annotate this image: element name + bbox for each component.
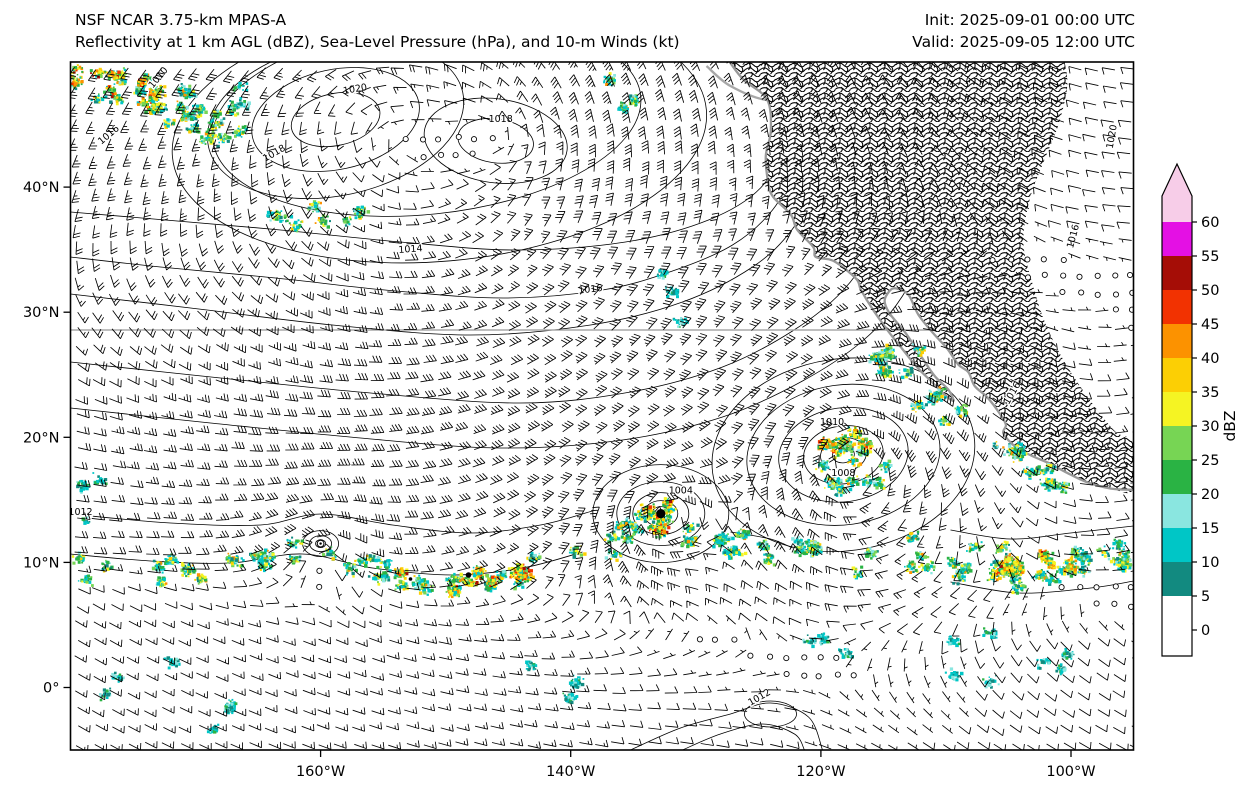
colorbar: 0 5 10 15 20 25 30 35 40 45 50 55 60 dBZ [1161, 162, 1239, 657]
colorbar-tick-label: 15 [1201, 521, 1219, 537]
calm-wind-circles [316, 133, 1134, 680]
init-time: Init: 2025-09-01 00:00 UTC [924, 11, 1135, 29]
valid-time: Valid: 2025-09-05 12:00 UTC [912, 33, 1135, 51]
figure-times: Init: 2025-09-01 00:00 UTC Valid: 2025-0… [912, 9, 1135, 53]
colorbar-tick-label: 40 [1201, 351, 1219, 367]
figure-titles: NSF NCAR 3.75-km MPAS-A Reflectivity at … [75, 9, 680, 53]
colorbar-tick-label: 30 [1201, 419, 1219, 435]
map-border [69, 61, 1135, 751]
colorbar-unit-label: dBZ [1221, 410, 1239, 441]
isobar-contours [70, 62, 1134, 750]
colorbar-tick-label: 35 [1201, 385, 1219, 401]
colorbar-tick-label: 50 [1201, 283, 1219, 299]
map-area: 1020101810181016101010141016101210101008… [70, 62, 1134, 750]
colorbar-tick-label: 5 [1201, 589, 1210, 605]
lat-tick-label: 30°N [23, 305, 60, 321]
colorbar-outline [1161, 162, 1193, 657]
field-title: Reflectivity at 1 km AGL (dBZ), Sea-Leve… [75, 33, 680, 51]
lat-tick-label: 40°N [23, 180, 60, 196]
lon-tick-label: 160°W [296, 764, 345, 780]
lon-tick-label: 100°W [1046, 764, 1095, 780]
lat-tick-label: 0° [43, 681, 59, 697]
colorbar-tick-label: 25 [1201, 453, 1219, 469]
colorbar-tick-label: 55 [1201, 249, 1219, 265]
colorbar-tick-label: 45 [1201, 317, 1219, 333]
reflectivity-echoes [70, 64, 1133, 734]
storm-centers [316, 509, 666, 581]
colorbar-tick-label: 20 [1201, 487, 1219, 503]
model-title: NSF NCAR 3.75-km MPAS-A [75, 11, 287, 29]
lon-tick-label: 120°W [796, 764, 845, 780]
axis-ticks: 40°N 30°N 20°N 10°N 0° 160°W 140°W 120°W 100°W [23, 180, 1096, 780]
lon-tick-label: 140°W [546, 764, 595, 780]
colorbar-tick-label: 60 [1201, 215, 1219, 231]
colorbar-tick-label: 10 [1201, 555, 1219, 571]
colorbar-tick-label: 0 [1201, 623, 1210, 639]
lat-tick-label: 10°N [23, 555, 60, 571]
lat-tick-label: 20°N [23, 430, 60, 446]
